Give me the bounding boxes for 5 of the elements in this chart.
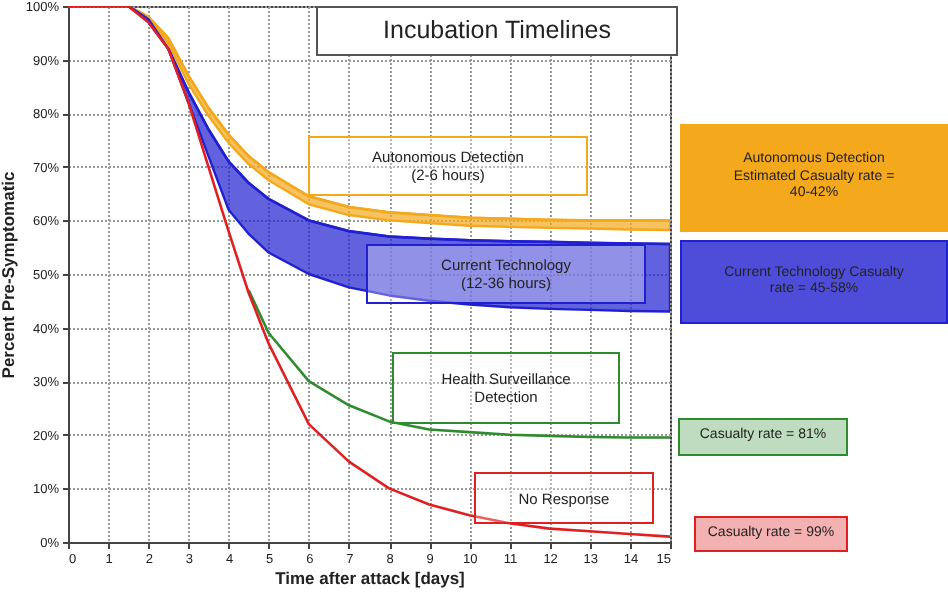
y-axis-title: Percent Pre-Symptomatic xyxy=(0,171,18,379)
x-axis-title: Time after attack [days] xyxy=(275,568,466,588)
text-box: Incubation Timelines xyxy=(316,6,678,56)
line-series xyxy=(247,288,670,439)
line-series xyxy=(68,6,670,538)
